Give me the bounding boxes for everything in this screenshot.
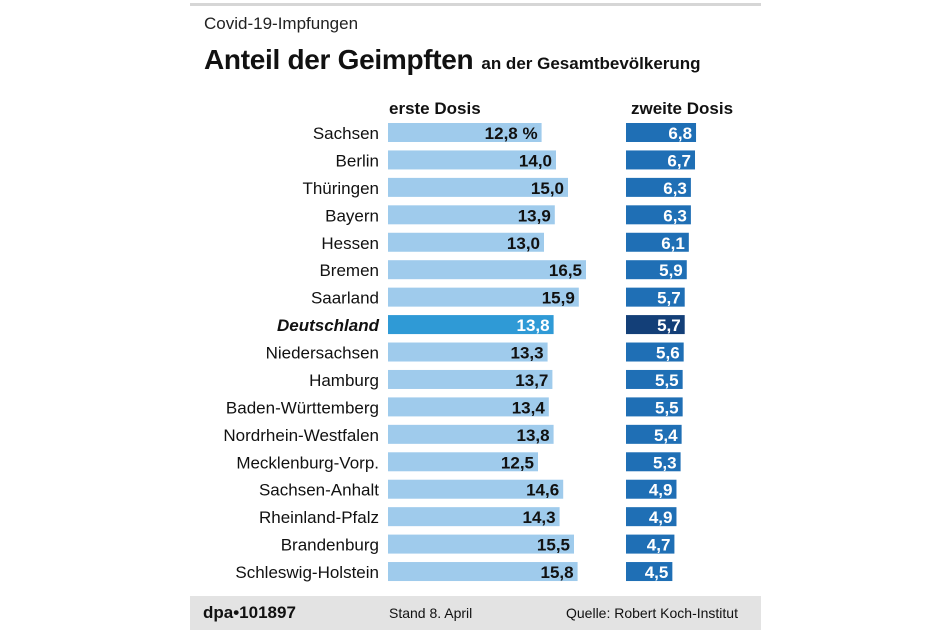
bar-second-dose xyxy=(626,205,691,225)
chart-canvas: Sachsen 12,8 % 6,8 Berlin 14,0 6,7 Thüringen 15… xyxy=(223,123,697,582)
category-label: Schleswig-Holstein xyxy=(235,563,379,582)
bar-first-dose xyxy=(388,479,564,499)
bar-first-dose xyxy=(388,287,579,307)
bar-second-dose xyxy=(626,507,677,527)
bar-second-dose xyxy=(626,562,673,582)
bar-first-dose xyxy=(388,123,542,142)
category-label: Hessen xyxy=(321,234,379,253)
column-header-second-dose: zweite Dosis xyxy=(631,99,734,118)
bar-first-dose xyxy=(388,369,553,389)
bar-second-dose xyxy=(626,397,683,417)
value-label-first-dose: 15,9 xyxy=(542,289,575,308)
category-label: Saarland xyxy=(311,289,379,308)
chart-kicker: Covid-19-Impfungen xyxy=(204,14,359,33)
bar-first-dose xyxy=(388,177,568,197)
value-label-second-dose: 4,7 xyxy=(647,536,671,555)
value-label-second-dose: 6,7 xyxy=(667,151,691,170)
bar-first-dose xyxy=(388,424,554,444)
bar-second-dose xyxy=(626,315,685,335)
bar-second-dose xyxy=(626,424,682,444)
chart-title: Anteil der Geimpften xyxy=(204,44,474,75)
value-label-second-dose: 4,9 xyxy=(649,508,673,527)
value-label-second-dose: 4,5 xyxy=(645,563,669,582)
bar-first-dose xyxy=(388,397,549,417)
value-label-second-dose: 5,6 xyxy=(656,344,680,363)
footer-brand: dpa•101897 xyxy=(203,603,296,622)
value-label-first-dose: 13,8 xyxy=(517,316,550,335)
value-label-first-dose: 13,9 xyxy=(518,206,551,225)
chart-subtitle: an der Gesamtbevölkerung xyxy=(481,54,701,73)
bar-second-dose xyxy=(626,232,689,252)
bar-first-dose xyxy=(388,260,586,280)
bar-second-dose xyxy=(626,479,677,499)
value-label-second-dose: 5,7 xyxy=(657,316,681,335)
value-label-first-dose: 13,7 xyxy=(515,371,548,390)
value-label-second-dose: 5,9 xyxy=(659,261,683,280)
value-label-first-dose: 15,5 xyxy=(537,536,570,555)
column-header-first-dose: erste Dosis xyxy=(389,99,481,118)
value-label-second-dose: 5,7 xyxy=(657,289,681,308)
value-label-first-dose: 12,8 % xyxy=(485,124,538,143)
category-label: Thüringen xyxy=(302,179,379,198)
value-label-second-dose: 5,5 xyxy=(655,398,679,417)
category-label: Niedersachsen xyxy=(266,344,379,363)
value-label-second-dose: 4,9 xyxy=(649,481,673,500)
value-label-first-dose: 15,8 xyxy=(541,563,574,582)
value-label-first-dose: 16,5 xyxy=(549,261,582,280)
bar-second-dose xyxy=(626,534,675,554)
bar-second-dose xyxy=(626,150,696,170)
value-label-second-dose: 6,3 xyxy=(663,179,687,198)
footer-source: Quelle: Robert Koch-Institut xyxy=(566,605,738,621)
value-label-first-dose: 15,0 xyxy=(531,179,564,198)
value-label-first-dose: 14,0 xyxy=(519,151,552,170)
value-label-second-dose: 5,3 xyxy=(653,453,677,472)
footer-date: Stand 8. April xyxy=(389,605,473,621)
value-label-first-dose: 14,3 xyxy=(523,508,556,527)
category-label: Sachsen-Anhalt xyxy=(259,481,379,500)
bar-first-dose xyxy=(388,452,538,472)
value-label-second-dose: 6,8 xyxy=(668,124,692,143)
bar-second-dose xyxy=(626,452,681,472)
value-label-first-dose: 13,0 xyxy=(507,234,540,253)
value-label-first-dose: 14,6 xyxy=(526,481,559,500)
category-label: Baden-Württemberg xyxy=(226,398,379,417)
bar-second-dose xyxy=(626,123,697,142)
value-label-second-dose: 5,5 xyxy=(655,371,679,390)
category-label: Berlin xyxy=(336,151,379,170)
bar-first-dose xyxy=(388,150,556,170)
chart-title-row: Anteil der Geimpften an der Gesamtbevölke… xyxy=(204,44,701,76)
bar-first-dose xyxy=(388,342,548,362)
bar-first-dose xyxy=(388,205,555,225)
bar-second-dose xyxy=(626,260,687,280)
bar-first-dose xyxy=(388,562,578,582)
top-rule xyxy=(190,3,761,6)
value-label-second-dose: 6,1 xyxy=(661,234,685,253)
value-label-first-dose: 13,4 xyxy=(512,398,546,417)
bar-second-dose xyxy=(626,369,683,389)
category-label: Bayern xyxy=(325,206,379,225)
value-label-second-dose: 5,4 xyxy=(654,426,678,445)
category-label: Brandenburg xyxy=(281,536,379,555)
bar-second-dose xyxy=(626,177,691,197)
bar-first-dose xyxy=(388,507,560,527)
category-label: Bremen xyxy=(319,261,379,280)
category-label: Hamburg xyxy=(309,371,379,390)
bar-first-dose xyxy=(388,232,544,252)
category-label: Nordrhein-Westfalen xyxy=(223,426,379,445)
category-label: Mecklenburg-Vorp. xyxy=(236,453,379,472)
bar-first-dose xyxy=(388,534,574,554)
value-label-first-dose: 13,3 xyxy=(511,344,544,363)
bar-second-dose xyxy=(626,342,684,362)
category-label: Deutschland xyxy=(277,316,380,335)
value-label-first-dose: 12,5 xyxy=(501,453,534,472)
value-label-first-dose: 13,8 xyxy=(517,426,550,445)
category-label: Sachsen xyxy=(313,124,379,143)
bar-second-dose xyxy=(626,287,685,307)
footer-bar xyxy=(190,596,761,630)
value-label-second-dose: 6,3 xyxy=(663,206,687,225)
category-label: Rheinland-Pfalz xyxy=(259,508,379,527)
bar-first-dose xyxy=(388,315,554,335)
